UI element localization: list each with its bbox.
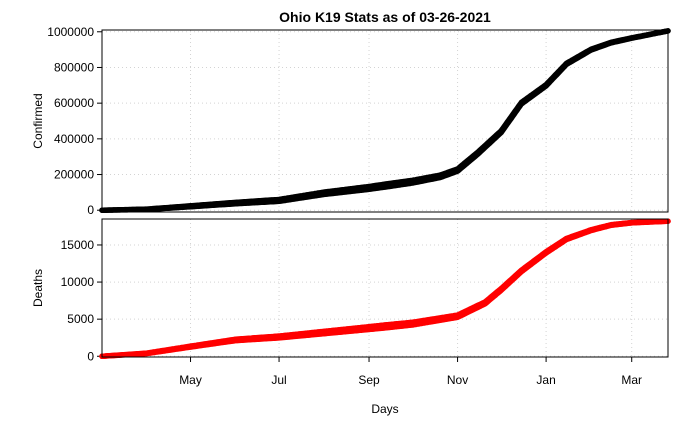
x-axis: May Jul Sep Nov Jan Mar (179, 357, 642, 387)
deaths-panel: 0 5000 10000 15000 Deaths (31, 218, 671, 363)
deaths-ytick-label-1: 5000 (67, 312, 94, 326)
confirmed-ytick-label-0: 0 (87, 203, 94, 217)
confirmed-ytick-label-3: 600000 (54, 96, 94, 110)
confirmed-ytick-label-5: 1000000 (47, 25, 94, 39)
x-tick-label-2: Sep (358, 373, 380, 387)
deaths-y-axis-label: Deaths (31, 269, 45, 307)
x-tick-label-0: May (179, 373, 202, 387)
x-tick-label-1: Jul (271, 373, 286, 387)
x-tick-label-4: Jan (536, 373, 555, 387)
deaths-series-line (100, 219, 670, 359)
x-tick-label-5: Mar (621, 373, 642, 387)
x-axis-label: Days (371, 402, 398, 416)
confirmed-ytick-label-4: 800000 (54, 60, 94, 74)
deaths-frame (101, 218, 669, 358)
deaths-ytick-label-0: 0 (87, 349, 94, 363)
confirmed-frame (101, 29, 669, 213)
deaths-ytick-label-2: 10000 (61, 275, 95, 289)
deaths-diagonal-strand-0 (99, 218, 671, 360)
confirmed-ytick-label-1: 200000 (54, 168, 94, 182)
deaths-diagonal-strand-1 (99, 218, 671, 360)
confirmed-ytick-label-2: 400000 (54, 132, 94, 146)
x-tick-label-3: Nov (447, 373, 468, 387)
confirmed-panel: 0 200000 400000 600000 800000 1000000 Confirme… (31, 25, 671, 217)
deaths-ytick-label-3: 15000 (61, 238, 95, 252)
confirmed-diagonal-strand-1 (99, 28, 671, 213)
chart-title: Ohio K19 Stats as of 03-26-2021 (279, 9, 491, 25)
confirmed-y-axis-label: Confirmed (31, 93, 45, 148)
